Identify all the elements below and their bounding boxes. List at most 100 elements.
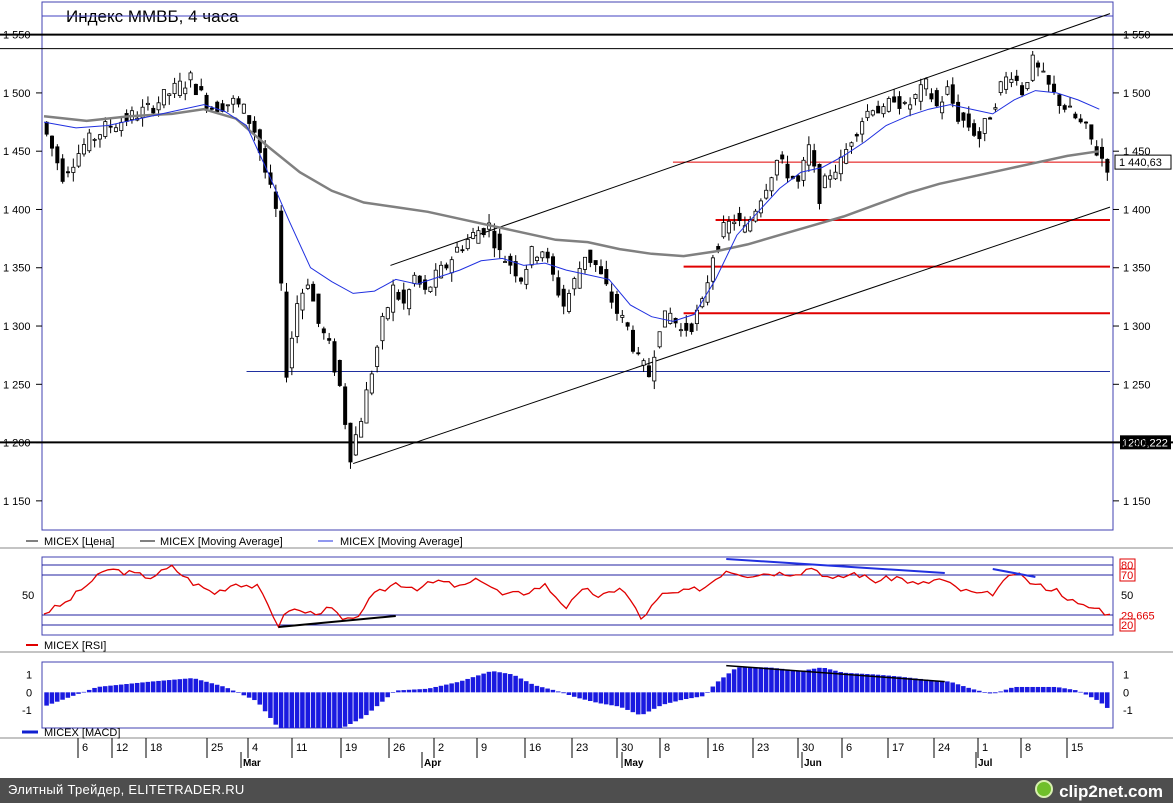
candle-body [241, 103, 246, 114]
macd-bar [769, 667, 774, 693]
candle-body [263, 148, 268, 173]
macd-bar [571, 692, 577, 697]
macd-bar [460, 680, 465, 693]
y-tick-label-left: 1 400 [3, 204, 31, 216]
x-month-label: Mar [243, 758, 261, 769]
macd-bar [1083, 692, 1089, 695]
macd-bar [220, 686, 225, 693]
candle-body [65, 171, 70, 174]
rsi-tick-label: 20 [1121, 620, 1133, 632]
candle-body [151, 107, 156, 114]
macd-bar [385, 692, 390, 698]
x-day-label: 15 [1071, 742, 1083, 754]
level-price-box [1120, 435, 1171, 450]
candle-body [881, 106, 886, 115]
candle-body [449, 259, 454, 274]
macd-bar [1035, 686, 1041, 693]
clip2net-brand[interactable]: clip2net.com [1035, 780, 1163, 802]
y-tick-label-right: 1 500 [1123, 88, 1151, 100]
x-day-label: 12 [116, 742, 128, 754]
macd-bar [86, 689, 92, 693]
candle-body [167, 93, 172, 96]
y-tick-label-right: 1 550 [1123, 30, 1151, 42]
macd-bar [380, 692, 385, 702]
x-day-label: 8 [1025, 742, 1031, 754]
x-month-label: Jul [978, 758, 993, 769]
macd-bar [843, 672, 849, 693]
candle-body [956, 101, 961, 122]
macd-bar [486, 671, 492, 693]
macd-bar [726, 673, 732, 693]
candle-body [353, 434, 358, 456]
macd-bar [502, 673, 508, 693]
macd-bar [902, 677, 907, 693]
macd-bar [609, 692, 614, 706]
macd-tick-label-left: 1 [26, 669, 32, 681]
candle-body [572, 278, 577, 290]
macd-bar [92, 687, 97, 693]
candle-body [220, 103, 225, 112]
macd-bar [689, 692, 694, 699]
macd-bar [300, 692, 305, 728]
candle-body [721, 222, 726, 238]
macd-bar [342, 692, 348, 727]
candle-body [796, 175, 801, 182]
macd-bar [939, 680, 945, 693]
macd-bar [731, 669, 737, 693]
macd-bar [49, 692, 55, 704]
macd-bar [1057, 687, 1062, 693]
macd-bar [396, 690, 401, 693]
macd-bar [364, 692, 369, 716]
macd-bar [529, 683, 534, 693]
macd-bar [108, 685, 113, 693]
macd-bar [587, 692, 593, 702]
macd-bar [971, 689, 977, 693]
candle-body [465, 239, 470, 250]
candle-body [519, 277, 524, 282]
y-tick-label-left: 1 350 [3, 263, 31, 275]
macd-bar [310, 692, 316, 728]
macd-bar [1019, 686, 1025, 693]
macd-bar [1003, 689, 1009, 693]
candle-body [1046, 75, 1051, 85]
legend-ma-slow: MICEX [Moving Average] [160, 536, 283, 548]
candle-body [305, 284, 310, 289]
candle-body [934, 90, 939, 107]
candle-body [668, 312, 673, 324]
macd-bar [454, 682, 460, 693]
candle-body [737, 212, 742, 221]
candle-body [630, 329, 635, 352]
candle-body [183, 87, 188, 95]
macd-bar [470, 677, 476, 693]
y-tick-label-left: 1 200 [3, 438, 31, 450]
candle-body [1036, 62, 1041, 68]
macd-bar [428, 688, 433, 693]
macd-bar [166, 680, 172, 693]
candle-body [145, 102, 150, 105]
candle-body [769, 177, 774, 192]
x-day-label: 6 [846, 742, 852, 754]
macd-bar [401, 690, 406, 693]
candle-body [940, 101, 945, 114]
candle-body [71, 166, 76, 173]
macd-bar [929, 680, 934, 693]
macd-bar [923, 679, 929, 693]
candle-body [614, 293, 619, 314]
candle-body [1068, 105, 1073, 108]
candle-body [822, 175, 827, 189]
macd-bar [150, 681, 156, 693]
candle-body [476, 230, 481, 244]
macd-bar [838, 672, 843, 693]
candle-body [1057, 94, 1062, 106]
candle-body [966, 113, 971, 128]
macd-bar [1030, 686, 1035, 693]
macd-bar [332, 692, 337, 728]
candle-body [1004, 76, 1009, 90]
candle-body [76, 153, 81, 167]
candle-body [924, 78, 929, 90]
macd-bar [1014, 686, 1019, 693]
macd-bar [534, 685, 540, 693]
macd-bar [646, 692, 652, 712]
candle-body [620, 314, 625, 318]
macd-bar [822, 668, 828, 693]
